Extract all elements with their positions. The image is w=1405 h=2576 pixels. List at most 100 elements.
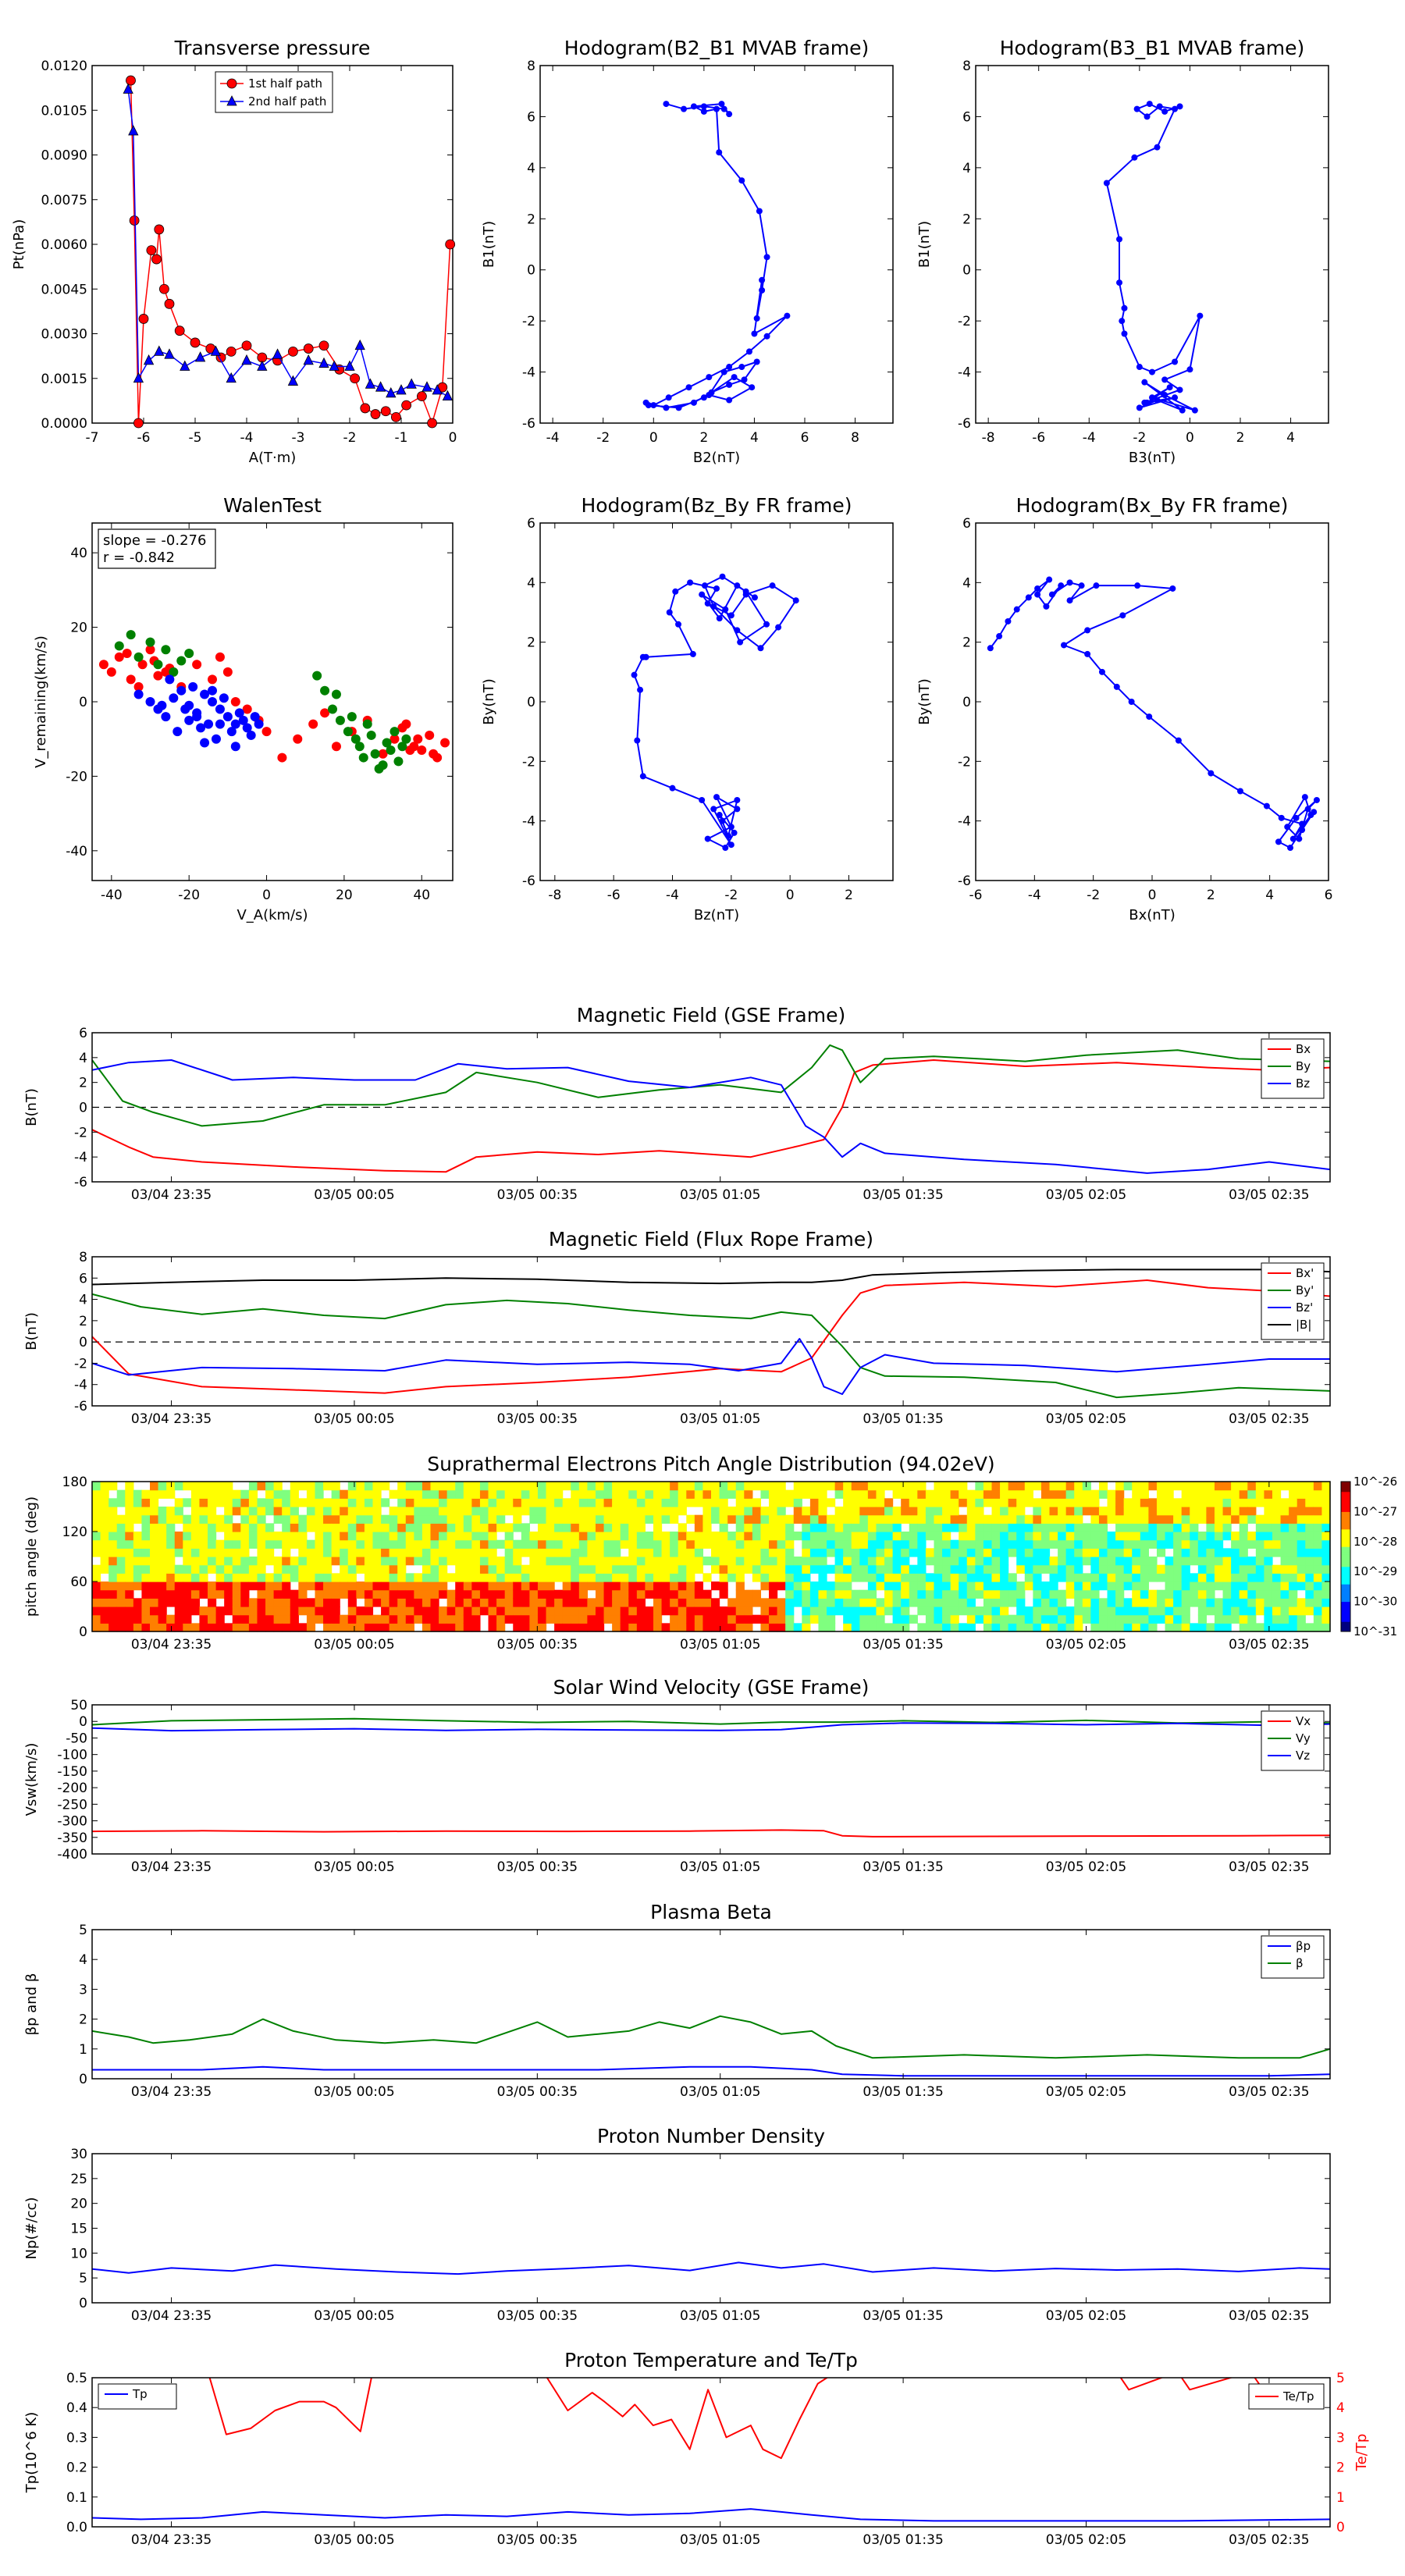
- heatmap-cell: [1074, 1489, 1083, 1499]
- heatmap-cell: [769, 1498, 778, 1507]
- heatmap-cell: [777, 1523, 786, 1532]
- heatmap-cell: [934, 1557, 943, 1566]
- heatmap-cell: [1247, 1623, 1257, 1632]
- hodogram-point: [757, 645, 764, 652]
- data-point-2nd-half: [344, 360, 355, 371]
- heatmap-cell: [479, 1598, 489, 1607]
- heatmap-cell: [917, 1582, 927, 1591]
- heatmap-cell: [1040, 1489, 1051, 1499]
- heatmap-cell: [1197, 1548, 1207, 1557]
- colorbar-segment: [1341, 1549, 1350, 1553]
- heatmap-cell: [1000, 1548, 1009, 1557]
- heatmap-cell: [356, 1548, 365, 1557]
- heatmap-cell: [1313, 1614, 1323, 1624]
- heatmap-cell: [439, 1482, 448, 1491]
- heatmap-cell: [901, 1482, 910, 1491]
- heatmap-cell: [455, 1548, 464, 1557]
- heatmap-cell: [422, 1523, 432, 1532]
- heatmap-cell: [430, 1606, 439, 1616]
- correlation-annotation: r = -0.842: [103, 550, 175, 566]
- heatmap-cell: [777, 1623, 786, 1632]
- heatmap-cell: [1090, 1514, 1100, 1524]
- heatmap-cell: [571, 1548, 580, 1557]
- heatmap-cell: [1065, 1564, 1075, 1574]
- heatmap-cell: [917, 1498, 927, 1507]
- heatmap-cell: [1008, 1614, 1017, 1624]
- heatmap-cell: [628, 1498, 638, 1507]
- heatmap-cell: [942, 1489, 951, 1499]
- heatmap-cell: [892, 1614, 902, 1624]
- heatmap-cell: [901, 1548, 910, 1557]
- colorbar-segment: [1341, 1484, 1350, 1487]
- heatmap-cell: [744, 1514, 753, 1524]
- walen-point-green: [389, 727, 400, 737]
- walen-point-red: [397, 723, 407, 733]
- heatmap-cell: [479, 1582, 489, 1591]
- heatmap-cell: [1173, 1498, 1183, 1507]
- heatmap-cell: [1247, 1498, 1257, 1507]
- heatmap-cell: [1190, 1532, 1199, 1541]
- heatmap-cell: [942, 1564, 951, 1574]
- heatmap-cell: [471, 1532, 481, 1541]
- data-point-2nd-half: [354, 339, 365, 350]
- heatmap-cell: [224, 1539, 233, 1549]
- heatmap-cell: [587, 1532, 596, 1541]
- y-tick-label: -4: [958, 814, 971, 830]
- heatmap-cell: [1115, 1606, 1125, 1616]
- heatmap-cell: [430, 1573, 439, 1582]
- heatmap-cell: [562, 1623, 571, 1632]
- hodogram-point: [1179, 407, 1186, 414]
- heatmap-cell: [991, 1582, 1001, 1591]
- y-tick-label: 40: [70, 546, 87, 561]
- heatmap-cell: [323, 1573, 333, 1582]
- data-point-2nd-half: [210, 345, 222, 356]
- heatmap-cell: [735, 1482, 745, 1491]
- heatmap-cell: [1148, 1498, 1158, 1507]
- heatmap-cell: [116, 1489, 126, 1499]
- heatmap-cell: [529, 1557, 539, 1566]
- heatmap-cell: [571, 1582, 580, 1591]
- heatmap-cell: [1297, 1623, 1306, 1632]
- heatmap-cell: [694, 1514, 704, 1524]
- heatmap-cell: [100, 1589, 109, 1599]
- heatmap-cell: [1214, 1514, 1224, 1524]
- heatmap-cell: [867, 1582, 877, 1591]
- heatmap-cell: [785, 1532, 795, 1541]
- x-tick-label: 03/05 01:05: [680, 1859, 760, 1875]
- heatmap-cell: [554, 1623, 564, 1632]
- heatmap-cell: [1231, 1589, 1240, 1599]
- heatmap-cell: [1098, 1573, 1108, 1582]
- heatmap-cell: [1049, 1532, 1058, 1541]
- heatmap-cell: [174, 1614, 183, 1624]
- heatmap-cell: [529, 1589, 539, 1599]
- data-point-1st-half: [380, 406, 391, 417]
- heatmap-cell: [827, 1548, 836, 1557]
- hodogram-point: [1084, 650, 1091, 657]
- heatmap-cell: [991, 1539, 1001, 1549]
- heatmap-cell: [843, 1564, 852, 1574]
- heatmap-cell: [422, 1498, 432, 1507]
- heatmap-cell: [208, 1557, 217, 1566]
- heatmap-cell: [1173, 1557, 1183, 1566]
- heatmap-cell: [414, 1614, 423, 1624]
- heatmap-cell: [1197, 1557, 1207, 1566]
- heatmap-cell: [1214, 1523, 1224, 1532]
- series-By: [92, 1044, 1330, 1127]
- heatmap-cell: [331, 1573, 340, 1582]
- heatmap-cell: [248, 1514, 258, 1524]
- heatmap-cell: [711, 1623, 720, 1632]
- heatmap-cell: [1247, 1589, 1257, 1599]
- heatmap-cell: [950, 1598, 959, 1607]
- heatmap-cell: [1247, 1539, 1257, 1549]
- heatmap-cell: [653, 1557, 663, 1566]
- heatmap-cell: [1181, 1514, 1190, 1524]
- heatmap-cell: [959, 1598, 968, 1607]
- legend-box: [1261, 1038, 1325, 1099]
- heatmap-cell: [513, 1548, 522, 1557]
- heatmap-cell: [496, 1573, 506, 1582]
- heatmap-cell: [686, 1498, 695, 1507]
- colorbar-segment: [1341, 1596, 1350, 1599]
- heatmap-cell: [578, 1614, 588, 1624]
- heatmap-cell: [323, 1548, 333, 1557]
- heatmap-cell: [612, 1482, 621, 1491]
